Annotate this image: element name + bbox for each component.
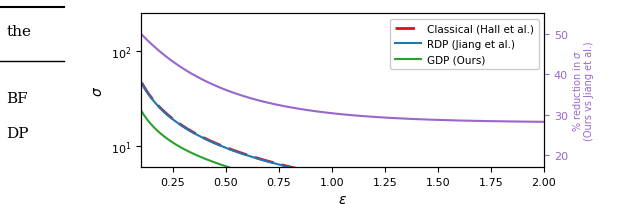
Text: BF: BF	[6, 92, 28, 106]
GDP (Ours)	[329, 190, 337, 193]
RDP (Jiang et al.)	[332, 176, 339, 178]
Classical (Hall et al.)	[540, 203, 548, 204]
Line: Classical (Hall et al.): Classical (Hall et al.)	[142, 84, 544, 204]
RDP (Jiang et al.)	[138, 83, 146, 85]
RDP (Jiang et al.)	[356, 180, 364, 183]
RDP (Jiang et al.)	[468, 196, 476, 198]
GDP (Ours)	[356, 195, 364, 197]
X-axis label: $\varepsilon$: $\varepsilon$	[338, 192, 347, 204]
GDP (Ours)	[138, 111, 146, 113]
RDP (Jiang et al.)	[378, 184, 385, 186]
Classical (Hall et al.)	[468, 196, 476, 198]
Y-axis label: $\sigma$: $\sigma$	[91, 85, 105, 96]
Classical (Hall et al.)	[138, 82, 146, 85]
Classical (Hall et al.)	[378, 183, 385, 186]
Classical (Hall et al.)	[531, 202, 538, 204]
Classical (Hall et al.)	[356, 180, 364, 182]
Line: GDP (Ours): GDP (Ours)	[142, 112, 544, 204]
GDP (Ours)	[332, 191, 339, 193]
RDP (Jiang et al.)	[329, 175, 337, 178]
Line: RDP (Jiang et al.): RDP (Jiang et al.)	[142, 84, 544, 204]
Text: DP: DP	[6, 126, 29, 140]
Text: the: the	[6, 24, 31, 38]
Y-axis label: % reduction in $\sigma$
(Ours vs Jiang et al.): % reduction in $\sigma$ (Ours vs Jiang e…	[571, 41, 594, 140]
GDP (Ours)	[378, 198, 385, 201]
Classical (Hall et al.)	[329, 175, 337, 177]
Classical (Hall et al.)	[332, 175, 339, 178]
RDP (Jiang et al.)	[531, 203, 538, 204]
Legend: Classical (Hall et al.), RDP (Jiang et al.), GDP (Ours): Classical (Hall et al.), RDP (Jiang et a…	[390, 19, 539, 70]
